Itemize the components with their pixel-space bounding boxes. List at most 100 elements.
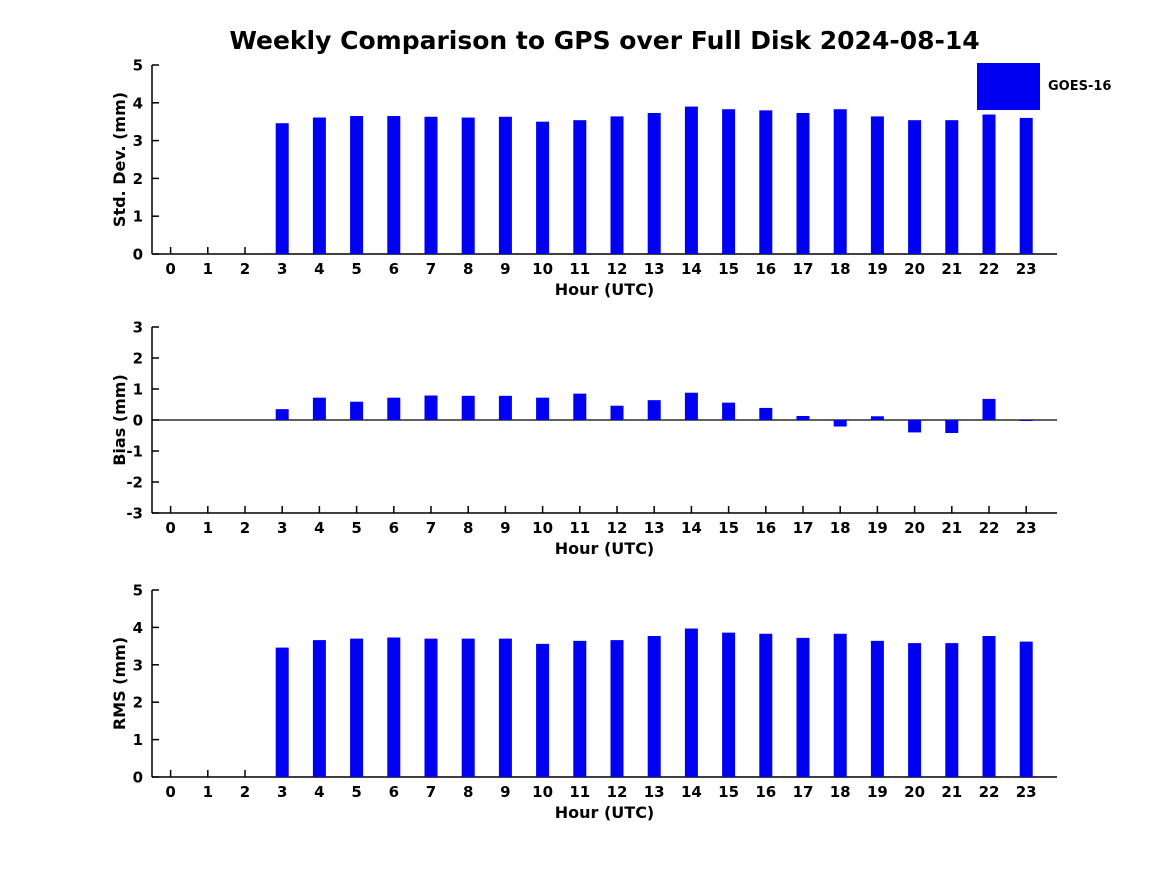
y-tick-label: -3: [126, 505, 143, 523]
y-tick-label: 3: [133, 319, 143, 337]
x-tick-label: 21: [941, 783, 962, 801]
bar-hour-8: [461, 117, 475, 255]
x-tick-label: 3: [277, 783, 287, 801]
bar-hour-13: [647, 636, 661, 777]
bar-hour-11: [573, 640, 587, 777]
y-tick-label: 2: [133, 694, 143, 712]
x-tick-label: 20: [904, 260, 925, 278]
x-tick-label: 12: [607, 783, 628, 801]
x-tick-label: 23: [1016, 260, 1037, 278]
x-tick-label: 21: [941, 519, 962, 537]
x-tick-label: 16: [755, 519, 776, 537]
x-tick-label: 14: [681, 260, 702, 278]
bar-hour-21: [945, 120, 959, 254]
y-tick-label: 4: [133, 619, 143, 637]
legend-label: GOES-16: [1048, 79, 1112, 94]
y-tick-label: 0: [133, 412, 143, 430]
x-tick-label: 13: [644, 783, 665, 801]
x-tick-label: 9: [500, 519, 510, 537]
bar-hour-19: [870, 416, 884, 420]
bar-hour-10: [536, 397, 550, 420]
x-tick-label: 17: [793, 260, 814, 278]
x-tick-label: 12: [607, 260, 628, 278]
x-tick-label: 0: [165, 260, 175, 278]
y-tick-label: 3: [133, 656, 143, 674]
bar-hour-21: [945, 643, 959, 777]
x-tick-label: 22: [979, 260, 1000, 278]
bar-hour-13: [647, 113, 661, 254]
x-axis-label: Hour (UTC): [555, 539, 655, 558]
bar-hour-10: [536, 121, 550, 254]
x-tick-label: 3: [277, 519, 287, 537]
x-tick-label: 19: [867, 260, 888, 278]
bar-hour-4: [312, 117, 326, 255]
legend-swatch-goes16: [977, 63, 1040, 110]
bar-hour-16: [759, 110, 773, 254]
bar-hour-14: [684, 628, 698, 777]
y-tick-label: 4: [133, 94, 143, 112]
x-tick-label: 2: [240, 519, 250, 537]
x-tick-label: 20: [904, 783, 925, 801]
bar-hour-22: [982, 398, 996, 420]
y-tick-label: 5: [133, 57, 143, 75]
x-tick-label: 1: [203, 783, 213, 801]
x-tick-label: 21: [941, 260, 962, 278]
x-tick-label: 15: [718, 260, 739, 278]
x-tick-label: 5: [351, 783, 361, 801]
y-tick-label: 0: [133, 769, 143, 787]
figure-title: Weekly Comparison to GPS over Full Disk …: [229, 26, 980, 55]
bar-hour-5: [350, 401, 364, 420]
x-tick-label: 18: [830, 519, 851, 537]
x-tick-label: 7: [426, 783, 436, 801]
y-axis-label: Bias (mm): [110, 374, 129, 466]
bar-hour-14: [684, 392, 698, 420]
bar-hour-17: [796, 637, 810, 777]
y-tick-label: 1: [133, 208, 143, 226]
x-axis-label: Hour (UTC): [555, 280, 655, 299]
x-tick-label: 23: [1016, 519, 1037, 537]
bar-hour-15: [722, 109, 736, 254]
x-tick-label: 22: [979, 519, 1000, 537]
bar-hour-14: [684, 106, 698, 254]
bar-hour-15: [722, 402, 736, 420]
x-tick-label: 1: [203, 260, 213, 278]
x-tick-label: 13: [644, 519, 665, 537]
x-tick-label: 14: [681, 519, 702, 537]
bar-hour-5: [350, 116, 364, 254]
x-tick-label: 11: [569, 260, 590, 278]
bar-hour-22: [982, 114, 996, 254]
x-tick-label: 10: [532, 260, 553, 278]
x-tick-label: 19: [867, 783, 888, 801]
x-tick-label: 12: [607, 519, 628, 537]
bar-hour-8: [461, 638, 475, 777]
bar-hour-21: [945, 420, 959, 434]
bar-hour-19: [870, 640, 884, 777]
x-tick-label: 6: [389, 260, 399, 278]
x-tick-label: 15: [718, 783, 739, 801]
x-tick-label: 2: [240, 783, 250, 801]
bar-hour-18: [833, 109, 847, 254]
x-axis-label: Hour (UTC): [555, 803, 655, 822]
x-tick-label: 7: [426, 519, 436, 537]
x-tick-label: 0: [165, 519, 175, 537]
bar-hour-4: [312, 397, 326, 420]
x-tick-label: 11: [569, 519, 590, 537]
x-tick-label: 10: [532, 519, 553, 537]
bar-hour-7: [424, 116, 438, 254]
x-tick-label: 15: [718, 519, 739, 537]
x-tick-label: 7: [426, 260, 436, 278]
x-tick-label: 20: [904, 519, 925, 537]
bar-hour-12: [610, 116, 624, 255]
y-tick-label: 1: [133, 731, 143, 749]
x-tick-label: 18: [830, 783, 851, 801]
bar-hour-20: [908, 420, 922, 433]
bar-hour-5: [350, 638, 364, 777]
y-tick-label: 3: [133, 132, 143, 150]
x-tick-label: 16: [755, 260, 776, 278]
bar-hour-12: [610, 640, 624, 777]
x-tick-label: 18: [830, 260, 851, 278]
bar-hour-22: [982, 636, 996, 777]
bar-hour-18: [833, 420, 847, 427]
x-tick-label: 8: [463, 519, 473, 537]
